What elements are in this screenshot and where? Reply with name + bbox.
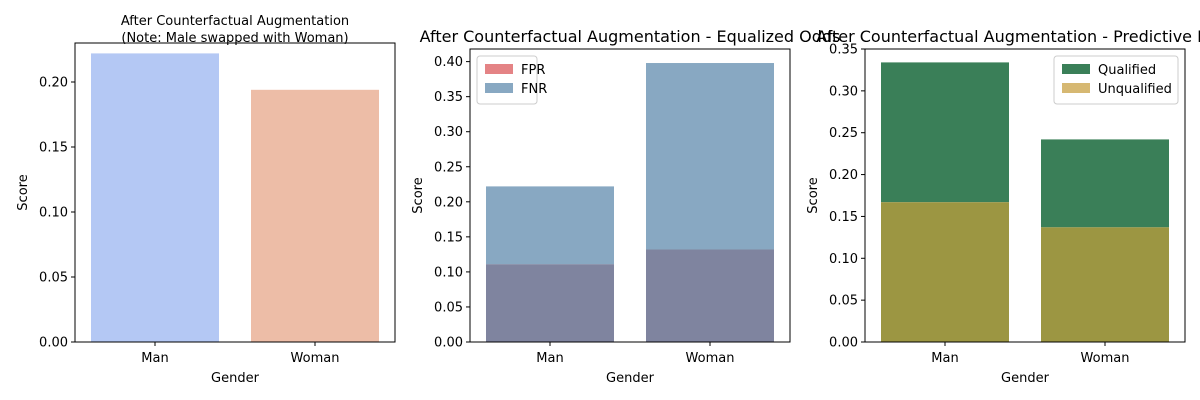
x-tick-label: Woman bbox=[1081, 351, 1130, 366]
bar-man bbox=[91, 53, 219, 343]
x-axis-label: Gender bbox=[211, 371, 260, 386]
y-axis-label: Score bbox=[16, 174, 31, 210]
y-tick-label: 0.20 bbox=[829, 168, 858, 183]
y-tick-label: 0.20 bbox=[434, 195, 463, 210]
bar-fnr-woman bbox=[646, 63, 774, 250]
y-tick-label: 0.30 bbox=[434, 125, 463, 140]
y-tick-label: 0.35 bbox=[829, 43, 858, 58]
y-tick-label: 0.15 bbox=[39, 141, 68, 156]
chart-title: After Counterfactual Augmentation - Equa… bbox=[420, 27, 841, 46]
legend-swatch-fpr bbox=[485, 64, 513, 74]
legend-label-qualified: Qualified bbox=[1098, 63, 1156, 78]
chart-2: Man Woman 0.00 0.05 0.10 0.15 0.20 0.25 0.30 0.35… bbox=[411, 27, 840, 386]
y-tick-label: 0.05 bbox=[39, 271, 68, 286]
legend-swatch-unqualified bbox=[1062, 83, 1090, 93]
y-tick-label: 0.00 bbox=[434, 336, 463, 351]
chart-3: Man Woman 0.00 0.05 0.10 0.15 0.20 0.25 0.30 0.35… bbox=[806, 27, 1200, 386]
y-axis-label: Score bbox=[806, 177, 821, 213]
y-tick-label: 0.10 bbox=[829, 252, 858, 267]
legend-label-fpr: FPR bbox=[521, 63, 545, 78]
bar-qualified-man bbox=[881, 62, 1009, 203]
bar-unqualified-man bbox=[881, 202, 1009, 342]
axes-frame bbox=[469, 48, 791, 343]
y-tick-label: 0.00 bbox=[39, 336, 68, 351]
legend-swatch-fnr bbox=[485, 83, 513, 93]
legend: FPR FNR bbox=[476, 55, 547, 105]
y-tick-label: 0.00 bbox=[829, 336, 858, 351]
y-tick-label: 0.10 bbox=[39, 206, 68, 221]
y-tick-label: 0.15 bbox=[829, 210, 858, 225]
y-tick-label: 0.25 bbox=[829, 126, 858, 141]
y-tick-label: 0.40 bbox=[434, 55, 463, 70]
chart-subtitle: (Note: Male swapped with Woman) bbox=[121, 31, 348, 46]
x-tick-label: Man bbox=[536, 351, 563, 366]
x-tick-label: Woman bbox=[686, 351, 735, 366]
legend-label-unqualified: Unqualified bbox=[1098, 82, 1172, 97]
x-tick-label: Man bbox=[931, 351, 958, 366]
y-tick-label: 0.05 bbox=[829, 294, 858, 309]
y-tick-label: 0.15 bbox=[434, 230, 463, 245]
bar-woman bbox=[251, 89, 379, 342]
y-tick-label: 0.35 bbox=[434, 90, 463, 105]
bar-fpr-man bbox=[486, 264, 614, 342]
chart-1: Man Woman 0.00 0.05 0.10 0.15 0.20 Gender Score A… bbox=[16, 14, 396, 386]
bar-fnr-man bbox=[486, 186, 614, 265]
axes-frame bbox=[864, 48, 1186, 343]
y-tick-label: 0.25 bbox=[434, 160, 463, 175]
y-tick-label: 0.20 bbox=[39, 76, 68, 91]
x-tick-label: Man bbox=[141, 351, 168, 366]
axes-frame bbox=[74, 42, 396, 343]
legend-swatch-qualified bbox=[1062, 64, 1090, 74]
x-axis-label: Gender bbox=[606, 371, 655, 386]
legend: Qualified Unqualified bbox=[1053, 55, 1179, 105]
x-axis-label: Gender bbox=[1001, 371, 1050, 386]
y-tick-label: 0.10 bbox=[434, 265, 463, 280]
chart-title: After Counterfactual Augmentation bbox=[121, 14, 349, 29]
chart-title: After Counterfactual Augmentation - Pred… bbox=[816, 27, 1200, 46]
bar-fpr-woman bbox=[646, 249, 774, 342]
y-tick-label: 0.30 bbox=[829, 84, 858, 99]
x-tick-label: Woman bbox=[291, 351, 340, 366]
legend-label-fnr: FNR bbox=[521, 82, 547, 97]
bar-unqualified-woman bbox=[1041, 227, 1169, 342]
y-tick-label: 0.05 bbox=[434, 300, 463, 315]
bar-qualified-woman bbox=[1041, 139, 1169, 228]
y-axis-label: Score bbox=[411, 177, 426, 213]
